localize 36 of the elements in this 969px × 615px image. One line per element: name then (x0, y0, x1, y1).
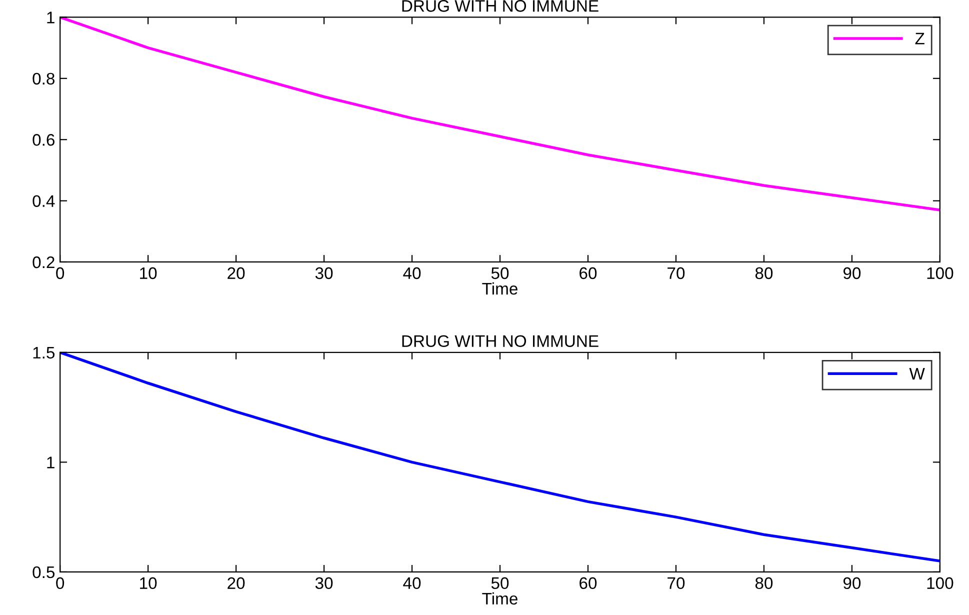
x-tick-label: 20 (228, 577, 245, 590)
x-axis-title: Time (482, 592, 518, 605)
x-tick-label: 100 (927, 267, 954, 280)
legend-label: W (909, 368, 925, 380)
x-tick-label: 10 (140, 577, 157, 590)
x-axis-title: Time (482, 282, 518, 295)
x-tick-label: 80 (755, 577, 773, 590)
x-tick-label: 90 (843, 577, 861, 590)
x-tick-label: 50 (491, 577, 509, 590)
y-tick-label: 1.5 (33, 346, 55, 359)
x-tick-label: 40 (403, 267, 421, 280)
x-tick-label: 30 (315, 577, 333, 590)
x-tick-label: 10 (140, 267, 157, 280)
x-tick-label: 40 (403, 577, 421, 590)
y-tick-label: 0.5 (32, 566, 55, 578)
chart-title: DRUG WITH NO IMMUNE (402, 0, 598, 12)
y-tick-label: 1 (47, 456, 54, 468)
legend-label: Z (915, 32, 924, 44)
x-tick-label: 20 (228, 267, 245, 280)
y-tick-label: 0.4 (32, 195, 55, 207)
x-tick-label: 60 (580, 577, 597, 590)
x-tick-label: 30 (315, 267, 333, 280)
x-tick-label: 60 (580, 267, 597, 280)
y-tick-label: 0.8 (32, 72, 54, 85)
x-tick-label: 0 (56, 267, 64, 280)
y-tick-label: 0.2 (32, 256, 54, 268)
x-tick-label: 70 (668, 577, 685, 590)
x-tick-label: 80 (755, 267, 773, 280)
y-tick-label: 0.6 (32, 134, 54, 146)
chart-title: DRUG WITH NO IMMUNE (402, 335, 598, 348)
y-tick-label: 1 (47, 12, 54, 24)
x-tick-label: 100 (927, 577, 954, 590)
x-tick-label: 90 (843, 267, 861, 280)
x-tick-label: 70 (668, 267, 685, 280)
x-tick-label: 0 (56, 577, 64, 590)
x-tick-label: 50 (491, 267, 509, 280)
